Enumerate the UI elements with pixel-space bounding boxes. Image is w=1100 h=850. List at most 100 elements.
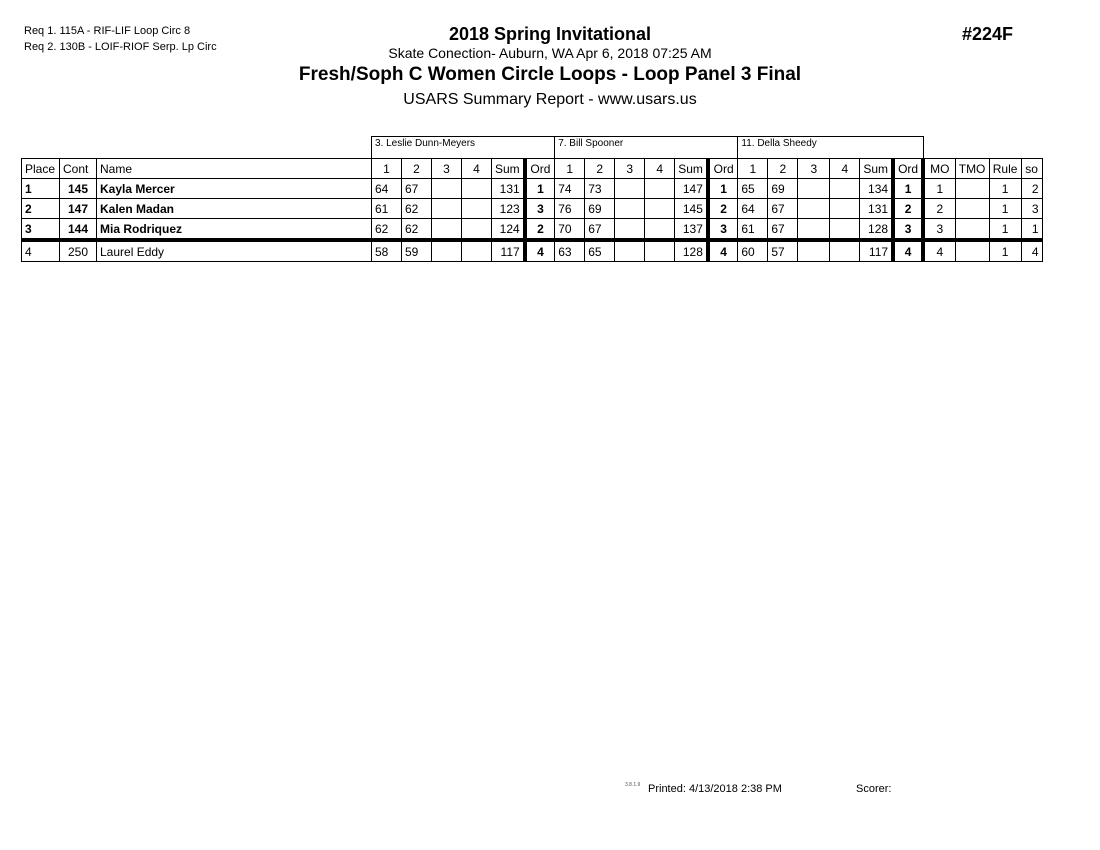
- rule-value: 1: [988, 218, 1022, 241]
- so-value: 1: [1020, 218, 1043, 241]
- judge-score: 62: [371, 218, 402, 241]
- skater-name: Kayla Mercer: [96, 178, 372, 199]
- judge-sum: 131: [859, 198, 894, 219]
- header-so: so: [1020, 158, 1043, 179]
- spacer: [923, 137, 1042, 159]
- header-score: 4: [829, 158, 861, 179]
- place: 3: [21, 218, 60, 241]
- judge-score: 61: [371, 198, 402, 219]
- header-rule: Rule: [988, 158, 1022, 179]
- header-score: 4: [644, 158, 676, 179]
- judge-score: 62: [401, 218, 432, 241]
- judge-ordinal: 1: [522, 178, 556, 199]
- judge-sum: 128: [674, 238, 709, 262]
- skater-name: Kalen Madan: [96, 198, 372, 219]
- judge-ordinal: 3: [705, 218, 739, 241]
- skater-name: Laurel Eddy: [96, 238, 372, 262]
- requirement-2: Req 2. 130B - LOIF-RIOF Serp. Lp Circ: [24, 41, 217, 53]
- results-table: 3. Leslie Dunn-Meyers 7. Bill Spooner 11. …: [21, 136, 1043, 262]
- rule-value: 1: [988, 198, 1022, 219]
- judge-score: [461, 238, 492, 262]
- judge-score: 73: [584, 178, 616, 199]
- competitor-number: 145: [59, 178, 97, 199]
- table-row: 3 144 Mia Rodriquez 62 62 124 2 70 67 137 3 61 67 128…: [21, 218, 1043, 241]
- judge-score: [644, 238, 676, 262]
- judge-header-row: 3. Leslie Dunn-Meyers 7. Bill Spooner 11. …: [22, 136, 1043, 159]
- judge-score: 70: [554, 218, 586, 241]
- header-score: 2: [401, 158, 432, 179]
- judge-score: [461, 218, 492, 241]
- judge-score: 64: [737, 198, 769, 219]
- tmo-value: [954, 218, 990, 241]
- requirement-1: Req 1. 115A - RIF-LIF Loop Circ 8: [24, 25, 191, 37]
- judge-score: 67: [767, 218, 799, 241]
- judge-score: [614, 238, 646, 262]
- competitor-number: 250: [59, 238, 97, 262]
- judge-score: [797, 178, 831, 199]
- scorer-label: Scorer:: [856, 783, 892, 795]
- judge-score: [829, 238, 861, 262]
- judge-score: 76: [554, 198, 586, 219]
- header-sum: Sum: [490, 158, 526, 179]
- judge-score: [614, 198, 646, 219]
- judge-score: 64: [371, 178, 402, 199]
- venue-date: Skate Conection- Auburn, WA Apr 6, 2018 …: [388, 45, 712, 61]
- judge-score: [431, 238, 462, 262]
- header-place: Place: [21, 158, 60, 179]
- event-number: #224F: [962, 24, 1014, 44]
- judge-score: [797, 218, 831, 241]
- table-row: 2 147 Kalen Madan 61 62 123 3 76 69 145 2 64 67 131 2 2…: [21, 198, 1043, 219]
- judge-ordinal: 3: [522, 198, 556, 219]
- judge-sum: 123: [490, 198, 526, 219]
- judge-ordinal: 1: [705, 178, 739, 199]
- judge-sum: 137: [674, 218, 709, 241]
- judge-ordinal: 2: [705, 198, 739, 219]
- header-score: 3: [614, 158, 646, 179]
- judge-name: 7. Bill Spooner: [554, 136, 739, 159]
- judge-score: [431, 198, 462, 219]
- competition-title: 2018 Spring Invitational: [448, 24, 652, 44]
- judge-score: [431, 178, 462, 199]
- judge-score: 63: [554, 238, 586, 262]
- judge-score: [644, 178, 676, 199]
- header-ord: Ord: [522, 158, 556, 179]
- judge-score: [431, 218, 462, 241]
- judge-ordinal: 1: [891, 178, 924, 199]
- judge-sum: 117: [490, 238, 526, 262]
- header-tmo: TMO: [954, 158, 990, 179]
- header-ord: Ord: [705, 158, 739, 179]
- rule-value: 1: [988, 178, 1022, 199]
- judge-score: [644, 218, 676, 241]
- tmo-value: [954, 178, 990, 199]
- judge-score: [644, 198, 676, 219]
- judge-score: 69: [584, 198, 616, 219]
- judge-score: [829, 198, 861, 219]
- so-value: 3: [1020, 198, 1043, 219]
- judge-score: 57: [767, 238, 799, 262]
- place: 4: [21, 238, 60, 262]
- judge-score: 62: [401, 198, 432, 219]
- rule-value: 1: [988, 238, 1022, 262]
- judge-score: [461, 178, 492, 199]
- event-title: Fresh/Soph C Women Circle Loops - Loop P…: [298, 64, 802, 85]
- judge-score: 61: [737, 218, 769, 241]
- mo-value: 3: [921, 218, 956, 241]
- version: 3.8.1.9: [625, 782, 641, 788]
- header-score: 4: [461, 158, 492, 179]
- judge-score: 65: [584, 238, 616, 262]
- header-score: 1: [737, 158, 769, 179]
- judge-score: [614, 218, 646, 241]
- judge-sum: 147: [674, 178, 709, 199]
- judge-score: [797, 198, 831, 219]
- judge-score: 67: [401, 178, 432, 199]
- judge-score: 69: [767, 178, 799, 199]
- competitor-number: 147: [59, 198, 97, 219]
- judge-score: [461, 198, 492, 219]
- judge-score: 58: [371, 238, 402, 262]
- header-sum: Sum: [674, 158, 709, 179]
- mo-value: 4: [921, 238, 956, 262]
- tmo-value: [954, 198, 990, 219]
- judge-sum: 128: [859, 218, 894, 241]
- judge-score: [797, 238, 831, 262]
- mo-value: 1: [921, 178, 956, 199]
